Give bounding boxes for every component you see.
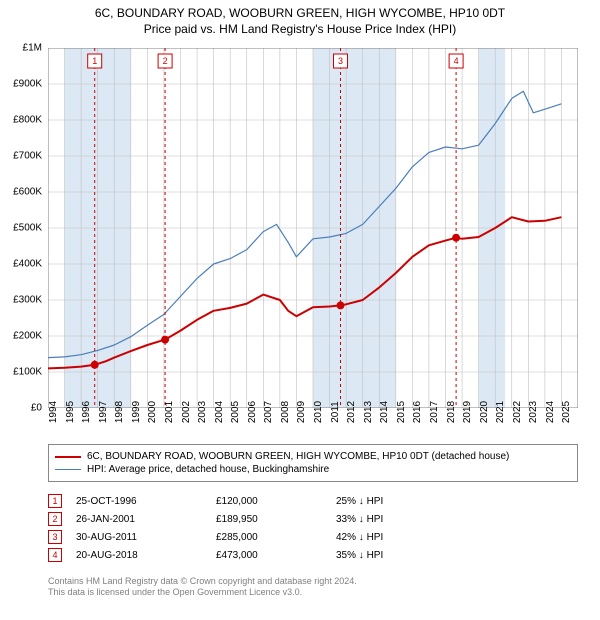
xtick-label: 2003 (197, 401, 208, 423)
xtick-label: 2017 (429, 401, 440, 423)
xtick-label: 2019 (462, 401, 473, 423)
transaction-price: £285,000 (216, 532, 336, 543)
chart-title-block: 6C, BOUNDARY ROAD, WOOBURN GREEN, HIGH W… (0, 0, 600, 41)
xtick-label: 1998 (114, 401, 125, 423)
ytick-label: £200K (13, 331, 42, 342)
xtick-label: 1996 (81, 401, 92, 423)
transaction-date: 26-JAN-2001 (76, 514, 216, 525)
xtick-label: 2023 (528, 401, 539, 423)
transaction-row: 1 25-OCT-1996£120,00025% ↓ HPI (48, 494, 578, 508)
transaction-price: £189,950 (216, 514, 336, 525)
xtick-label: 2025 (561, 401, 572, 423)
legend-item: HPI: Average price, detached house, Buck… (55, 464, 571, 475)
legend-label: HPI: Average price, detached house, Buck… (87, 464, 329, 475)
xtick-label: 2012 (346, 401, 357, 423)
svg-text:2: 2 (163, 56, 168, 66)
legend: 6C, BOUNDARY ROAD, WOOBURN GREEN, HIGH W… (48, 444, 578, 482)
title-line-1: 6C, BOUNDARY ROAD, WOOBURN GREEN, HIGH W… (10, 6, 590, 22)
transaction-marker: 2 (48, 512, 62, 526)
ytick-label: £1M (23, 43, 42, 54)
xtick-label: 2004 (214, 401, 225, 423)
transactions-table: 1 25-OCT-1996£120,00025% ↓ HPI 2 26-JAN-200… (48, 490, 578, 566)
title-line-2: Price paid vs. HM Land Registry's House … (10, 22, 590, 38)
legend-item: 6C, BOUNDARY ROAD, WOOBURN GREEN, HIGH W… (55, 451, 571, 462)
xtick-label: 2001 (164, 401, 175, 423)
transaction-diff: 35% ↓ HPI (336, 550, 578, 561)
xtick-label: 2000 (147, 401, 158, 423)
transaction-date: 20-AUG-2018 (76, 550, 216, 561)
xtick-label: 2011 (330, 401, 341, 423)
xtick-label: 1999 (131, 401, 142, 423)
xtick-label: 2014 (379, 401, 390, 423)
ytick-label: £0 (31, 403, 42, 414)
transaction-price: £120,000 (216, 496, 336, 507)
xtick-label: 2002 (181, 401, 192, 423)
xtick-label: 2013 (363, 401, 374, 423)
legend-swatch (55, 456, 81, 458)
footer-line-1: Contains HM Land Registry data © Crown c… (48, 576, 578, 587)
chart-svg: 1 2 3 4 (48, 48, 578, 408)
transaction-price: £473,000 (216, 550, 336, 561)
xtick-label: 2008 (280, 401, 291, 423)
xtick-label: 2016 (412, 401, 423, 423)
transaction-marker: 3 (48, 530, 62, 544)
ytick-label: £100K (13, 367, 42, 378)
ytick-label: £800K (13, 115, 42, 126)
footer-attribution: Contains HM Land Registry data © Crown c… (48, 576, 578, 599)
svg-text:1: 1 (92, 56, 97, 66)
xtick-label: 2024 (545, 401, 556, 423)
xtick-label: 1994 (48, 401, 59, 423)
transaction-diff: 25% ↓ HPI (336, 496, 578, 507)
transaction-date: 30-AUG-2011 (76, 532, 216, 543)
ytick-label: £500K (13, 223, 42, 234)
footer-line-2: This data is licensed under the Open Gov… (48, 587, 578, 598)
transaction-row: 4 20-AUG-2018£473,00035% ↓ HPI (48, 548, 578, 562)
xtick-label: 2007 (263, 401, 274, 423)
xtick-label: 2015 (396, 401, 407, 423)
transaction-diff: 42% ↓ HPI (336, 532, 578, 543)
chart-area: 1234 £0£100K£200K£300K£400K£500K£600K£70… (48, 48, 578, 408)
ytick-label: £700K (13, 151, 42, 162)
ytick-label: £600K (13, 187, 42, 198)
ytick-label: £900K (13, 79, 42, 90)
xtick-label: 2006 (247, 401, 258, 423)
xtick-label: 1995 (65, 401, 76, 423)
xtick-label: 2009 (296, 401, 307, 423)
transaction-marker: 4 (48, 548, 62, 562)
ytick-label: £300K (13, 295, 42, 306)
legend-swatch (55, 469, 81, 470)
transaction-diff: 33% ↓ HPI (336, 514, 578, 525)
transaction-row: 2 26-JAN-2001£189,95033% ↓ HPI (48, 512, 578, 526)
transaction-marker: 1 (48, 494, 62, 508)
xtick-label: 1997 (98, 401, 109, 423)
xtick-label: 2018 (446, 401, 457, 423)
svg-text:4: 4 (454, 56, 459, 66)
xtick-label: 2022 (512, 401, 523, 423)
transaction-row: 3 30-AUG-2011£285,00042% ↓ HPI (48, 530, 578, 544)
xtick-label: 2020 (479, 401, 490, 423)
ytick-label: £400K (13, 259, 42, 270)
xtick-label: 2010 (313, 401, 324, 423)
xtick-label: 2005 (230, 401, 241, 423)
svg-text:3: 3 (338, 56, 343, 66)
transaction-date: 25-OCT-1996 (76, 496, 216, 507)
legend-label: 6C, BOUNDARY ROAD, WOOBURN GREEN, HIGH W… (87, 451, 509, 462)
xtick-label: 2021 (495, 401, 506, 423)
